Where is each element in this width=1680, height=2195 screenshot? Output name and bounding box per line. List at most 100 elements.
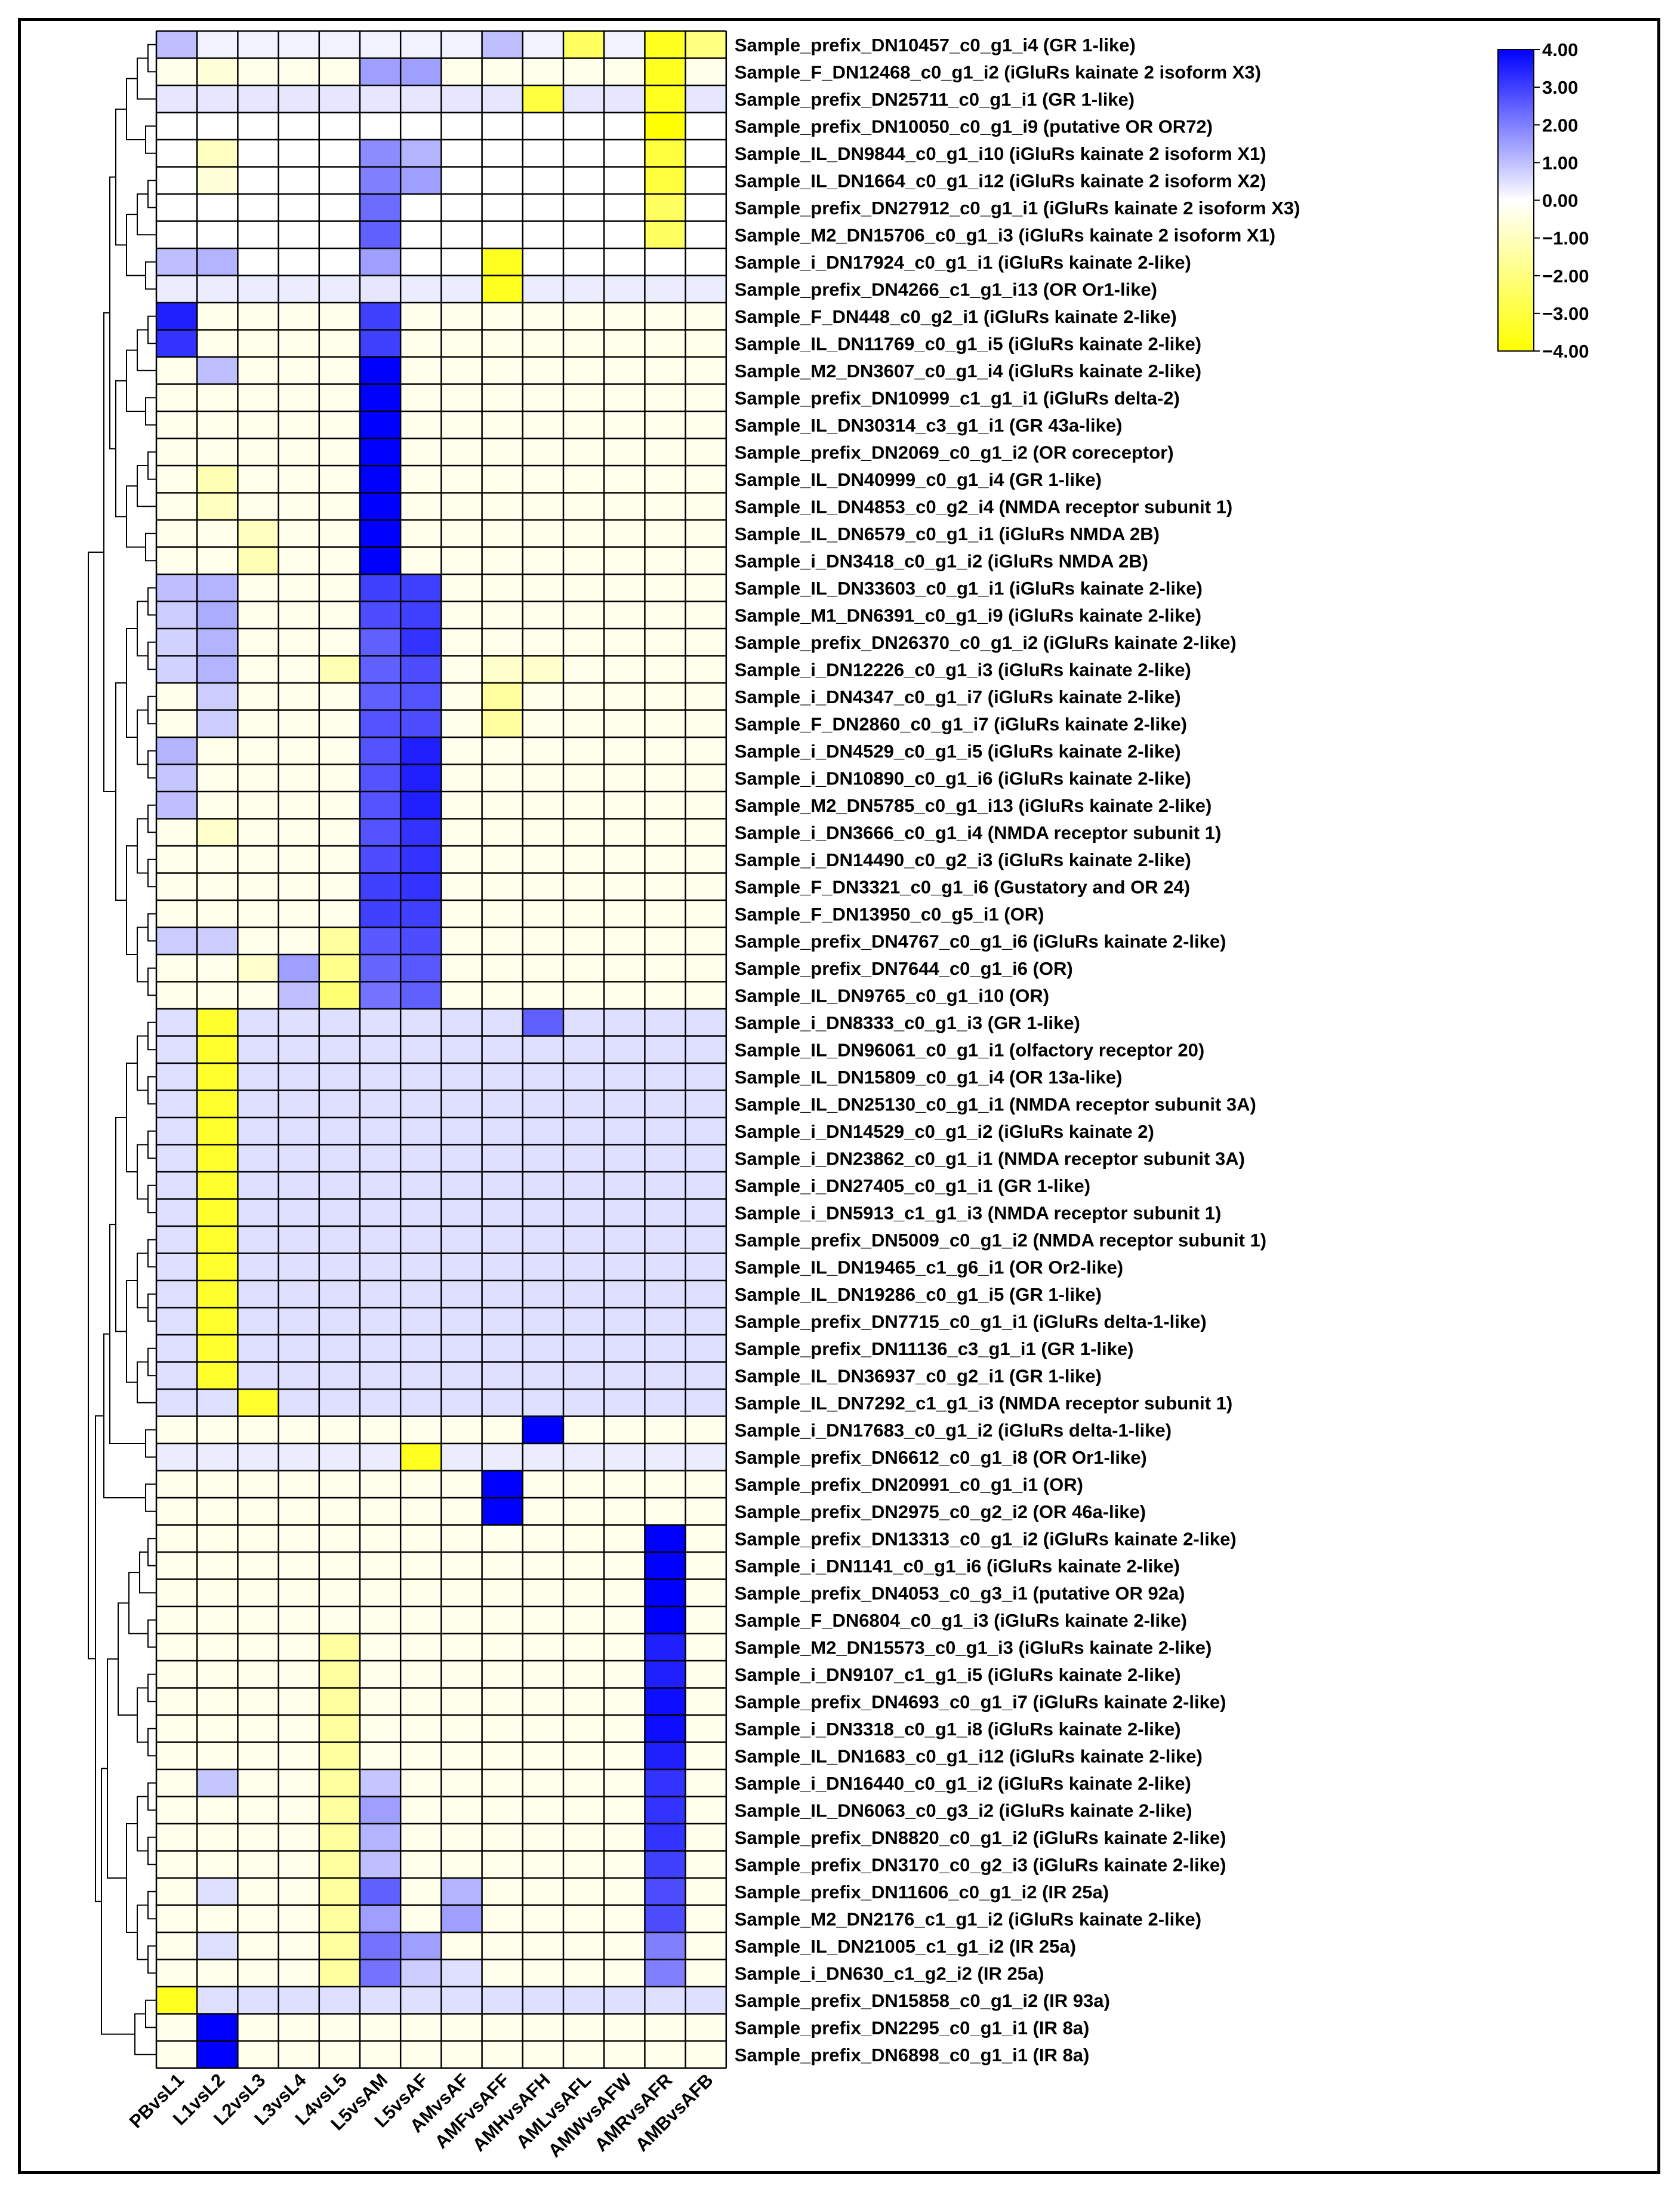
heatmap-cell: [156, 792, 198, 819]
heatmap-cell: [441, 1144, 483, 1172]
heatmap-cell: [645, 1688, 686, 1716]
heatmap-cell: [319, 981, 360, 1009]
heatmap-cell: [522, 1878, 564, 1905]
heatmap-cell: [238, 1878, 279, 1905]
heatmap-cell: [400, 655, 442, 684]
heatmap-cell: [441, 655, 483, 684]
heatmap-cell: [604, 1253, 645, 1281]
row-label: Sample_M1_DN6391_c0_g1_i9 (iGluRs kainat…: [735, 605, 1201, 626]
heatmap-cell: [360, 384, 401, 412]
heatmap-cell: [604, 1715, 645, 1743]
heatmap-cell: [156, 1009, 198, 1036]
heatmap-cell: [685, 683, 727, 710]
heatmap-cell: [319, 764, 360, 792]
heatmap-cell: [441, 1715, 483, 1743]
heatmap-cell: [156, 1416, 198, 1444]
heatmap-cell: [522, 1226, 564, 1254]
heatmap-cell: [604, 466, 645, 493]
heatmap-cell: [482, 1063, 523, 1091]
heatmap-cell: [522, 1172, 564, 1199]
heatmap-cell: [522, 1036, 564, 1064]
heatmap-cell: [645, 1307, 686, 1335]
heatmap-cell: [360, 547, 401, 575]
heatmap-cell: [400, 248, 442, 276]
heatmap-cell: [685, 601, 727, 629]
heatmap-cell: [400, 1009, 442, 1036]
heatmap-cell: [604, 1199, 645, 1227]
heatmap-cell: [319, 927, 360, 955]
heatmap-cell: [482, 1661, 523, 1688]
heatmap-cell: [197, 1117, 238, 1145]
heatmap-cell: [197, 1362, 238, 1390]
heatmap-cell: [197, 1661, 238, 1688]
heatmap-cell: [604, 1362, 645, 1390]
heatmap-cell: [441, 873, 483, 901]
heatmap-cell: [238, 330, 279, 358]
heatmap-cell: [563, 1362, 605, 1390]
heatmap-cell: [360, 248, 401, 276]
color-scale-legend: 4.00 3.00 2.00 1.00 0.00 −1.00 −2.00 −3.00 −4.00: [1497, 39, 1589, 362]
heatmap-cell: [156, 981, 198, 1009]
heatmap-cell: [238, 1280, 279, 1308]
row-label: Sample_prefix_DN8820_c0_g1_i2 (iGluRs ka…: [735, 1827, 1226, 1848]
heatmap-cell: [400, 31, 442, 59]
heatmap-cell: [278, 1959, 320, 1987]
heatmap-cell: [319, 601, 360, 629]
heatmap-cell: [482, 1905, 523, 1933]
heatmap-cell: [400, 140, 442, 167]
heatmap-cell: [278, 1688, 320, 1716]
heatmap-cell: [604, 1307, 645, 1335]
heatmap-cell: [360, 85, 401, 113]
heatmap-cell: [441, 384, 483, 412]
row-label: Sample_i_DN17683_c0_g1_i2 (iGluRs delta-…: [735, 1420, 1172, 1440]
heatmap-cell: [319, 275, 360, 303]
heatmap-cell: [522, 1525, 564, 1553]
heatmap-cell: [604, 384, 645, 412]
heatmap-cell: [645, 221, 686, 249]
heatmap-cell: [482, 1796, 523, 1824]
dendrogram-branch: [147, 967, 156, 996]
heatmap-cell: [156, 1144, 198, 1172]
heatmap-cell: [645, 1226, 686, 1254]
heatmap-cell: [238, 1335, 279, 1362]
heatmap-cell: [645, 1715, 686, 1743]
heatmap-cell: [604, 1063, 645, 1091]
heatmap-cell: [197, 601, 238, 629]
heatmap-cell: [278, 112, 320, 140]
heatmap-cell: [685, 710, 727, 738]
heatmap-cell: [360, 683, 401, 710]
dendrogram-branch: [147, 750, 156, 779]
heatmap-cell: [604, 31, 645, 59]
heatmap-cell: [645, 330, 686, 358]
heatmap-cell: [685, 1226, 727, 1254]
heatmap-cell: [522, 1498, 564, 1525]
heatmap-cell: [156, 1036, 198, 1064]
heatmap-cell: [400, 927, 442, 955]
heatmap-cell: [238, 574, 279, 602]
heatmap-cell: [319, 1606, 360, 1634]
heatmap-cell: [278, 1389, 320, 1417]
heatmap-cell: [482, 574, 523, 602]
heatmap-cell: [278, 2014, 320, 2042]
heatmap-cell: [522, 411, 564, 439]
row-label: Sample_prefix_DN4266_c1_g1_i13 (OR Or1-l…: [735, 279, 1157, 300]
heatmap-cell: [156, 547, 198, 575]
heatmap-cell: [522, 275, 564, 303]
heatmap-cell: [238, 547, 279, 575]
heatmap-cell: [563, 303, 605, 330]
heatmap-cell: [604, 492, 645, 521]
heatmap-cell: [360, 737, 401, 765]
heatmap-cell: [360, 655, 401, 684]
dendrogram-branch: [147, 587, 156, 616]
heatmap-cell: [238, 1796, 279, 1824]
heatmap-cell: [319, 1036, 360, 1064]
heatmap-cell: [400, 1443, 442, 1471]
heatmap-cell: [522, 2041, 564, 2068]
dendrogram-branch: [137, 1035, 148, 1091]
heatmap-cell: [522, 194, 564, 221]
heatmap-cell: [278, 1579, 320, 1607]
heatmap-cell: [563, 31, 605, 59]
row-label: Sample_i_DN23862_c0_g1_i1 (NMDA receptor…: [735, 1148, 1245, 1169]
heatmap-cell: [482, 248, 523, 276]
heatmap-cell: [319, 466, 360, 493]
